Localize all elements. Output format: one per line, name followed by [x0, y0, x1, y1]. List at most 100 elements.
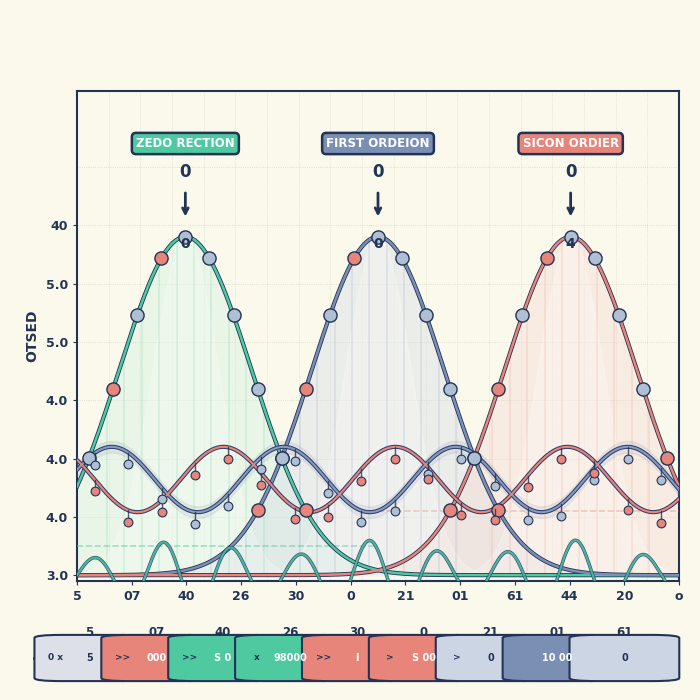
Point	[489, 514, 500, 526]
Text: 30: 30	[349, 626, 365, 638]
Point	[541, 253, 552, 264]
Point	[108, 383, 119, 394]
Text: I: I	[355, 653, 358, 663]
Point	[444, 505, 456, 516]
Point	[517, 310, 528, 321]
Point	[469, 452, 480, 463]
Text: FIRST ORDEION: FIRST ORDEION	[326, 137, 430, 150]
Text: 10 00: 10 00	[542, 653, 573, 663]
Point	[622, 505, 634, 516]
Text: 0: 0	[180, 163, 191, 181]
Point	[90, 459, 101, 470]
Point	[324, 310, 335, 321]
Point	[622, 453, 634, 464]
Point	[613, 310, 624, 321]
Point	[389, 453, 400, 464]
Point	[372, 231, 384, 242]
Text: >: >	[454, 654, 461, 662]
Point	[122, 517, 134, 528]
Point	[493, 505, 504, 516]
FancyBboxPatch shape	[302, 635, 412, 681]
Text: SICON ORDIER: SICON ORDIER	[523, 137, 619, 150]
Point	[444, 383, 456, 394]
Text: >: >	[386, 654, 394, 662]
Text: 5: 5	[86, 653, 92, 663]
Text: S 0: S 0	[214, 653, 232, 663]
Point	[349, 253, 360, 264]
Text: 0: 0	[181, 237, 190, 251]
Point	[589, 253, 601, 264]
Text: 21: 21	[482, 626, 499, 638]
Text: >>: >>	[182, 654, 197, 662]
Point	[323, 487, 334, 498]
Text: 0: 0	[420, 626, 428, 638]
FancyBboxPatch shape	[503, 635, 612, 681]
Point	[637, 383, 648, 394]
Point	[180, 231, 191, 242]
Point	[276, 452, 287, 463]
Text: ZEDO RECTION: ZEDO RECTION	[136, 137, 235, 150]
Point	[156, 494, 167, 505]
Point	[155, 253, 167, 264]
Point	[662, 452, 673, 463]
Point	[256, 463, 267, 475]
FancyBboxPatch shape	[235, 635, 345, 681]
Point	[189, 518, 200, 529]
Text: 0: 0	[565, 163, 576, 181]
Text: 0: 0	[372, 163, 384, 181]
FancyBboxPatch shape	[369, 635, 479, 681]
FancyBboxPatch shape	[570, 635, 679, 681]
Point	[456, 454, 467, 465]
Point	[83, 452, 94, 463]
Point	[256, 480, 267, 491]
Text: 000: 000	[146, 653, 167, 663]
Point	[228, 310, 239, 321]
Text: 0: 0	[373, 237, 383, 251]
FancyBboxPatch shape	[102, 635, 211, 681]
Point	[252, 505, 263, 516]
Point	[90, 486, 101, 497]
Point	[356, 517, 367, 528]
Point	[132, 310, 143, 321]
Point	[289, 456, 300, 467]
Text: 98000: 98000	[273, 653, 307, 663]
Point	[252, 383, 263, 394]
Point	[556, 454, 567, 465]
Text: S 00: S 00	[412, 653, 435, 663]
Text: 5: 5	[85, 626, 93, 638]
Point	[300, 383, 312, 394]
Point	[356, 475, 367, 486]
Point	[422, 473, 433, 484]
Point	[389, 506, 400, 517]
Point	[421, 310, 432, 321]
Text: 40: 40	[215, 626, 231, 638]
Text: 0: 0	[621, 653, 628, 663]
Point	[522, 482, 533, 493]
Point	[655, 475, 666, 486]
Point	[556, 510, 567, 522]
Point	[565, 231, 576, 242]
Point	[396, 253, 407, 264]
FancyBboxPatch shape	[168, 635, 278, 681]
Text: 61: 61	[616, 626, 633, 638]
Point	[493, 383, 504, 394]
Text: 26: 26	[282, 626, 298, 638]
Text: >>: >>	[316, 654, 331, 662]
Point	[122, 458, 134, 470]
Point	[156, 506, 167, 517]
Point	[489, 480, 500, 491]
Point	[589, 467, 600, 478]
FancyBboxPatch shape	[435, 635, 545, 681]
Point	[223, 500, 234, 511]
Point	[469, 452, 480, 463]
Point	[522, 514, 533, 525]
Text: 0: 0	[487, 653, 494, 663]
Point	[276, 452, 287, 463]
Point	[589, 475, 600, 486]
Point	[189, 470, 200, 481]
Text: 4: 4	[566, 237, 575, 251]
Point	[223, 454, 234, 465]
Text: >>: >>	[115, 654, 130, 662]
FancyBboxPatch shape	[34, 635, 144, 681]
Text: 01: 01	[550, 626, 566, 638]
